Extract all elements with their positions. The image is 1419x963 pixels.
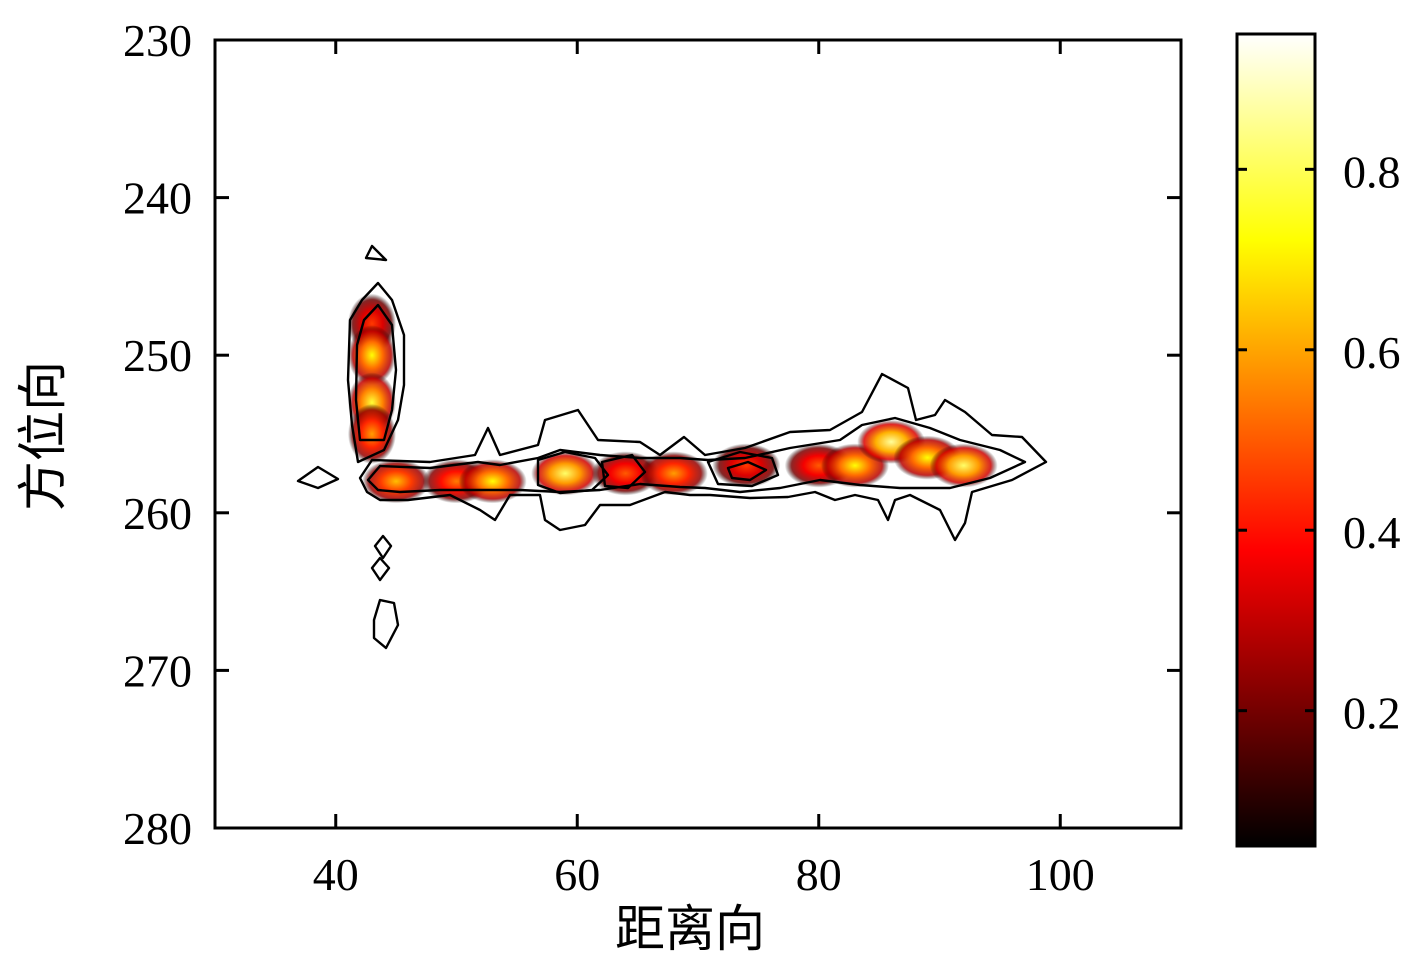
heat-spot xyxy=(531,451,600,496)
colorbar-tick-label: 0.6 xyxy=(1343,327,1401,378)
heat-spot xyxy=(712,443,781,488)
contour-seg-1 xyxy=(536,450,610,495)
y-tick-label: 270 xyxy=(123,645,192,696)
contour-small-3 xyxy=(372,598,400,650)
colorbar-ticks xyxy=(1237,167,1315,713)
contour-seg-3 xyxy=(706,450,780,488)
y-tick-label: 260 xyxy=(123,488,192,539)
y-tick-label: 250 xyxy=(123,330,192,381)
contour-lines xyxy=(296,244,1048,650)
heat-spot xyxy=(458,459,527,504)
y-tick-label: 280 xyxy=(123,803,192,854)
axis-ticks xyxy=(215,38,1181,830)
x-tick-label: 40 xyxy=(313,849,359,900)
x-tick-label: 60 xyxy=(554,849,600,900)
heat-spot xyxy=(347,325,396,386)
y-axis-title: 方位向 xyxy=(14,361,72,511)
contour-horizontal-outer xyxy=(358,372,1048,542)
x-tick-labels: 40 60 80 100 xyxy=(313,849,1095,900)
contour-vertical-outer xyxy=(346,281,406,464)
colorbar-tick-label: 0.8 xyxy=(1343,146,1401,197)
colorbar-tick-label: 0.4 xyxy=(1343,507,1401,558)
x-tick-label: 80 xyxy=(796,849,842,900)
heat-spot xyxy=(929,443,998,488)
contour-top-blip xyxy=(364,244,388,262)
x-tick-label: 100 xyxy=(1026,849,1095,900)
colorbar xyxy=(1235,32,1317,848)
colorbar-labels: 0.2 0.4 0.6 0.8 xyxy=(1343,146,1401,738)
contour-vertical-inner xyxy=(354,303,398,442)
contour-seg-2 xyxy=(600,453,647,490)
contour-left-blip xyxy=(296,465,340,490)
contour-seg-4 xyxy=(726,460,768,482)
plot-frame xyxy=(213,38,1183,830)
colorbar-tick-label: 0.2 xyxy=(1343,688,1401,739)
y-tick-label: 240 xyxy=(123,173,192,224)
x-axis-title: 距离向 xyxy=(615,900,765,958)
y-tick-labels: 230 240 250 260 270 280 xyxy=(123,15,192,854)
contour-small-1 xyxy=(373,534,393,560)
contour-small-2 xyxy=(370,556,391,582)
y-tick-label: 230 xyxy=(123,15,192,66)
